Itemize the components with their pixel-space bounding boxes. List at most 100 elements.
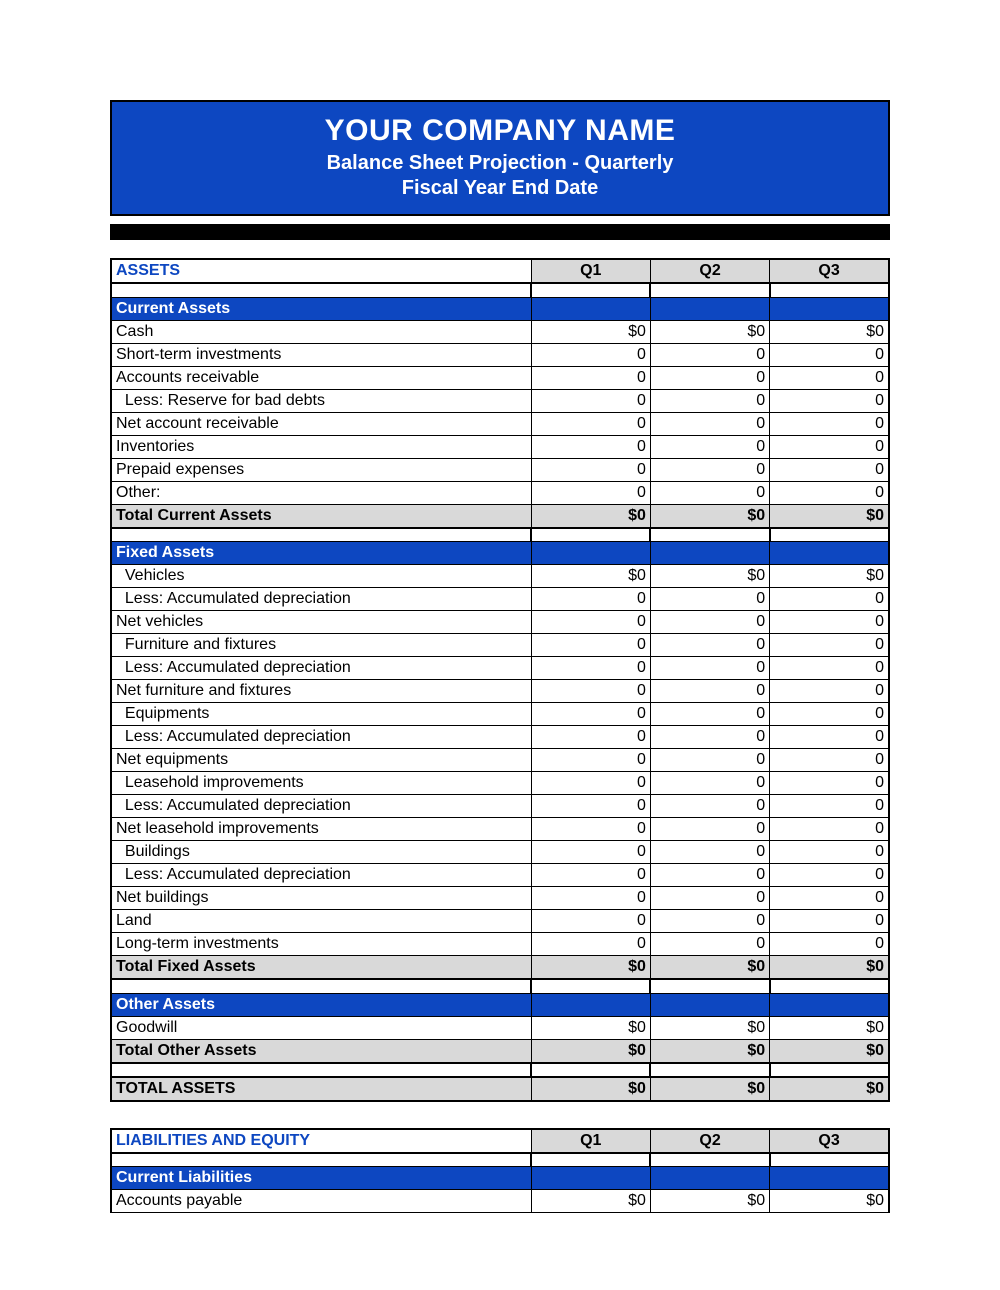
cell-q1: $0 (531, 1077, 650, 1101)
data-row: Prepaid expenses000 (111, 458, 889, 481)
row-label: Cash (111, 320, 531, 343)
cell-q2: 0 (650, 887, 769, 910)
cell-q2: $0 (650, 1077, 769, 1101)
cell-q3 (770, 993, 889, 1016)
quarter-header: Q2 (650, 259, 769, 283)
cell-q1: 0 (531, 657, 650, 680)
data-row: Furniture and fixtures000 (111, 634, 889, 657)
group-header-row: Current Liabilities (111, 1167, 889, 1190)
outer-spacer-row (111, 1101, 889, 1129)
group-title: Fixed Assets (111, 542, 531, 565)
cell-q3: 0 (770, 657, 889, 680)
cell-q1: 0 (531, 634, 650, 657)
cell-q2: 0 (650, 818, 769, 841)
row-label: Inventories (111, 435, 531, 458)
cell-q1: 0 (531, 412, 650, 435)
cell-q3: $0 (770, 1016, 889, 1039)
cell-q3 (770, 542, 889, 565)
section-header-row: LIABILITIES AND EQUITYQ1Q2Q3 (111, 1129, 889, 1153)
subtotal-label: Total Other Assets (111, 1039, 531, 1063)
quarter-header: Q3 (770, 259, 889, 283)
data-row: Less: Reserve for bad debts000 (111, 389, 889, 412)
cell-q1: 0 (531, 841, 650, 864)
cell-q3: 0 (770, 366, 889, 389)
data-row: Buildings000 (111, 841, 889, 864)
row-label: Net leasehold improvements (111, 818, 531, 841)
cell-q3: 0 (770, 818, 889, 841)
cell-q2: $0 (650, 1039, 769, 1063)
subtotal-row: Total Other Assets$0$0$0 (111, 1039, 889, 1063)
cell-q2: $0 (650, 956, 769, 980)
spacer-row (111, 1063, 889, 1077)
cell-q3: 0 (770, 435, 889, 458)
cell-q1: $0 (531, 1039, 650, 1063)
cell-q2: $0 (650, 504, 769, 528)
cell-q3: $0 (770, 1190, 889, 1213)
cell-q2: 0 (650, 795, 769, 818)
cell-q1: $0 (531, 1190, 650, 1213)
cell-q1: 0 (531, 435, 650, 458)
cell-q2: 0 (650, 435, 769, 458)
cell-q2: 0 (650, 412, 769, 435)
cell-q2: 0 (650, 481, 769, 504)
cell-q2: 0 (650, 588, 769, 611)
data-row: Accounts payable$0$0$0 (111, 1190, 889, 1213)
cell-q2: 0 (650, 841, 769, 864)
cell-q3: 0 (770, 887, 889, 910)
cell-q2: 0 (650, 458, 769, 481)
cell-q3: $0 (770, 565, 889, 588)
cell-q3: $0 (770, 1077, 889, 1101)
row-label: Net account receivable (111, 412, 531, 435)
cell-q2: $0 (650, 1016, 769, 1039)
data-row: Leasehold improvements000 (111, 772, 889, 795)
cell-q1: 0 (531, 703, 650, 726)
cell-q1: 0 (531, 588, 650, 611)
cell-q2: 0 (650, 657, 769, 680)
title-block: YOUR COMPANY NAME Balance Sheet Projecti… (110, 100, 890, 216)
section-header-row: ASSETSQ1Q2Q3 (111, 259, 889, 283)
cell-q2: 0 (650, 864, 769, 887)
cell-q3: 0 (770, 795, 889, 818)
cell-q1: 0 (531, 366, 650, 389)
row-label: Less: Accumulated depreciation (111, 657, 531, 680)
data-row: Land000 (111, 910, 889, 933)
cell-q3: 0 (770, 864, 889, 887)
cell-q1: 0 (531, 389, 650, 412)
balance-sheet-page: YOUR COMPANY NAME Balance Sheet Projecti… (0, 0, 1000, 1273)
group-title: Other Assets (111, 993, 531, 1016)
cell-q1: 0 (531, 795, 650, 818)
spacer-row (111, 1153, 889, 1167)
cell-q3: 0 (770, 389, 889, 412)
group-header-row: Other Assets (111, 993, 889, 1016)
cell-q2: 0 (650, 389, 769, 412)
group-header-row: Current Assets (111, 297, 889, 320)
cell-q3: 0 (770, 611, 889, 634)
spacer-row (111, 283, 889, 297)
cell-q1: 0 (531, 933, 650, 956)
cell-q2: 0 (650, 343, 769, 366)
data-row: Equipments000 (111, 703, 889, 726)
subtotal-row: Total Fixed Assets$0$0$0 (111, 956, 889, 980)
cell-q1: $0 (531, 1016, 650, 1039)
cell-q1: $0 (531, 565, 650, 588)
cell-q1: $0 (531, 956, 650, 980)
doc-subtitle-1: Balance Sheet Projection - Quarterly (120, 152, 880, 175)
cell-q1: 0 (531, 680, 650, 703)
row-label: Less: Accumulated depreciation (111, 864, 531, 887)
data-row: Net account receivable000 (111, 412, 889, 435)
cell-q2: 0 (650, 933, 769, 956)
row-label: Net equipments (111, 749, 531, 772)
cell-q3: 0 (770, 726, 889, 749)
data-row: Less: Accumulated depreciation000 (111, 657, 889, 680)
cell-q2 (650, 993, 769, 1016)
cell-q3: 0 (770, 910, 889, 933)
data-row: Net vehicles000 (111, 611, 889, 634)
company-name: YOUR COMPANY NAME (120, 114, 880, 148)
cell-q1 (531, 993, 650, 1016)
group-title: Current Assets (111, 297, 531, 320)
data-row: Cash$0$0$0 (111, 320, 889, 343)
cell-q3: $0 (770, 504, 889, 528)
cell-q3: 0 (770, 772, 889, 795)
row-label: Long-term investments (111, 933, 531, 956)
cell-q1: 0 (531, 749, 650, 772)
